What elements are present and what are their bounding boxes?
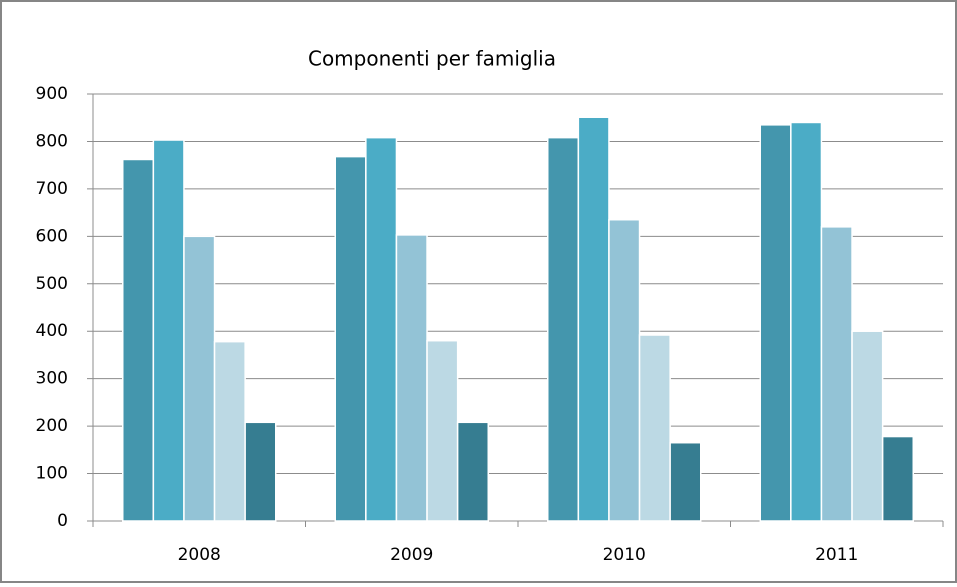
y-tick-label: 900 <box>36 84 68 104</box>
bar <box>426 339 459 522</box>
bar <box>790 121 823 522</box>
bar <box>152 139 185 522</box>
bar <box>334 155 367 522</box>
y-tick-label: 100 <box>36 464 68 484</box>
y-tick-label: 600 <box>36 226 68 246</box>
x-tick-label: 2009 <box>390 545 433 565</box>
bar <box>122 158 155 522</box>
y-tick-label: 800 <box>36 131 68 151</box>
y-tick-label: 400 <box>36 321 68 341</box>
bar <box>577 116 610 522</box>
bar <box>183 235 216 522</box>
x-tick-label: 2011 <box>815 545 858 565</box>
bar <box>608 218 641 522</box>
bar <box>244 421 277 522</box>
bar <box>851 330 884 522</box>
bar <box>365 136 398 522</box>
y-tick-label: 300 <box>36 369 68 389</box>
y-tick-label: 200 <box>36 416 68 436</box>
x-tick-label: 2010 <box>603 545 646 565</box>
bar <box>456 421 489 522</box>
chart-title: Componenti per famiglia <box>308 47 556 71</box>
y-tick-label: 500 <box>36 274 68 294</box>
y-tick-label: 0 <box>57 511 68 531</box>
bar <box>638 334 671 522</box>
y-tick-label: 700 <box>36 179 68 199</box>
bar <box>395 234 428 522</box>
bar <box>669 441 702 522</box>
bar <box>547 136 580 522</box>
bar <box>881 435 915 522</box>
x-tick-label: 2008 <box>178 545 221 565</box>
bar <box>820 226 853 522</box>
bar <box>759 124 792 522</box>
bar <box>213 340 246 522</box>
